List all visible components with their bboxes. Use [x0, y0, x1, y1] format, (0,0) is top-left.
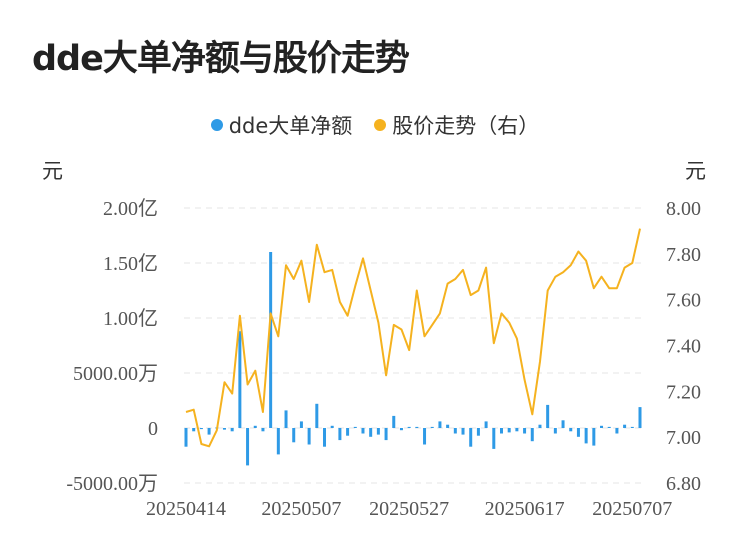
chart-legend: dde大单净额 股价走势（右） [0, 110, 750, 140]
dde-bar [261, 428, 265, 432]
dde-bar [323, 428, 327, 447]
dde-bar [499, 428, 503, 434]
dde-bar [469, 428, 473, 447]
dde-bar [407, 426, 411, 428]
right-axis-tick-label: 7.00 [666, 427, 701, 449]
legend-item-dde[interactable]: dde大单净额 [210, 110, 353, 140]
dde-bar [222, 428, 226, 430]
right-axis-tick-label: 8.00 [666, 198, 701, 220]
dde-bar [361, 428, 365, 434]
dde-bar [576, 428, 580, 437]
right-axis-tick-label: 7.80 [666, 244, 701, 266]
left-axis-tick-label: 2.00亿 [103, 197, 158, 220]
left-axis-tick-label: 5000.00万 [73, 363, 158, 385]
legend-label-dde: dde大单净额 [228, 114, 353, 138]
x-axis-tick-label: 20250414 [146, 498, 226, 520]
left-axis-tick-label: 1.00亿 [103, 307, 158, 330]
dde-bar [330, 425, 334, 428]
dde-bar [630, 426, 634, 428]
dde-bar [507, 428, 511, 433]
dde-bar [492, 428, 496, 449]
dde-bar [253, 425, 257, 428]
dde-bar [184, 428, 188, 447]
left-axis-unit: 元 [42, 159, 63, 183]
x-axis-tick-label: 20250617 [485, 498, 565, 520]
dde-bar [269, 252, 273, 428]
dde-bar [207, 428, 211, 435]
dde-bar [453, 428, 457, 434]
dde-bar [353, 426, 357, 428]
right-axis-tick-label: 6.80 [666, 473, 701, 495]
dde-bar [476, 428, 480, 436]
dde-bar [484, 421, 488, 428]
dde-bar [623, 424, 627, 428]
dde-bar [430, 426, 434, 428]
dde-bar [530, 428, 534, 442]
dde-bar [446, 424, 450, 428]
dde-bar [592, 428, 596, 446]
dde-bar [615, 428, 619, 434]
dde-bar [292, 428, 296, 443]
dde-bar [230, 428, 234, 432]
dde-bar [399, 428, 403, 431]
dde-bar [600, 425, 604, 428]
legend-item-price[interactable]: 股价走势（右） [374, 110, 539, 140]
left-axis-tick-label: -5000.00万 [66, 473, 158, 495]
dde-bar [199, 428, 203, 430]
right-axis-tick-label: 7.60 [666, 290, 701, 312]
dde-bar [569, 428, 573, 432]
dde-bar [515, 428, 519, 432]
dde-bar [276, 428, 280, 455]
dde-bar [315, 403, 319, 428]
left-axis-tick-label: 0 [148, 418, 158, 440]
price-line [185, 228, 641, 448]
legend-swatch-price [374, 119, 387, 131]
dde-bar [461, 428, 465, 435]
dde-bar [299, 421, 303, 428]
legend-swatch-dde [210, 119, 223, 131]
x-axis-tick-label: 20250707 [592, 498, 672, 520]
dde-bar [546, 404, 550, 428]
dde-bar [338, 428, 342, 441]
dde-bar [584, 428, 588, 444]
dde-bar [192, 428, 196, 432]
dde-bar [607, 426, 611, 428]
legend-label-price: 股价走势（右） [392, 114, 540, 138]
dde-bar [376, 428, 380, 435]
right-axis-unit: 元 [685, 159, 706, 183]
dde-bar [553, 428, 557, 434]
dde-bar [384, 428, 388, 441]
x-axis-tick-label: 20250527 [369, 498, 449, 520]
dde-bar [284, 410, 288, 428]
x-axis-tick-label: 20250507 [261, 498, 341, 520]
left-axis-tick-label: 1.50亿 [103, 252, 158, 275]
dde-bar [638, 407, 642, 428]
dde-bar [369, 428, 373, 437]
dde-bar [307, 428, 311, 445]
dde-bar [561, 420, 565, 428]
dde-bar [246, 428, 250, 466]
dde-bar [523, 428, 527, 434]
dde-bar [415, 426, 419, 428]
dde-bar [392, 415, 396, 428]
dde-bar [438, 421, 442, 428]
dde-bar [346, 428, 350, 436]
right-axis-tick-label: 7.20 [666, 381, 701, 403]
dde-bar [538, 424, 542, 428]
dde-bar [238, 331, 242, 428]
page-title: dde大单净额与股价走势 [32, 39, 410, 79]
right-axis-tick-label: 7.40 [666, 336, 701, 358]
dde-bar [423, 428, 427, 445]
